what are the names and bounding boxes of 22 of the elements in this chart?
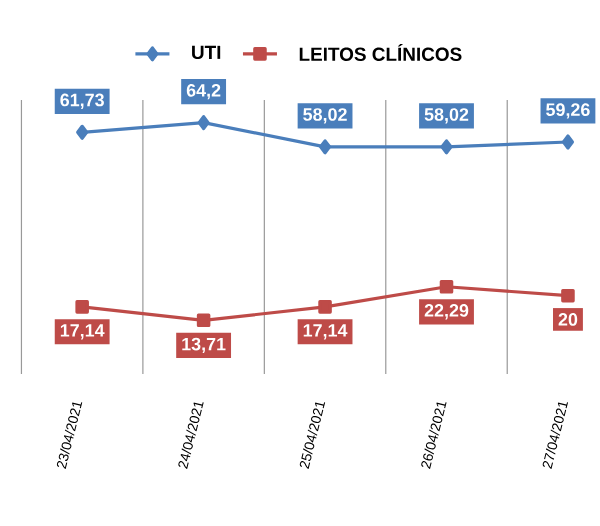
data-label: 61,73 bbox=[60, 93, 104, 109]
data-label: 64,2 bbox=[186, 83, 221, 100]
data-label: 58,02 bbox=[424, 108, 469, 124]
data-label: 58,02 bbox=[303, 108, 347, 124]
data-label: 22,29 bbox=[424, 304, 469, 320]
legend-label: UTI bbox=[192, 45, 221, 60]
point bbox=[196, 313, 211, 328]
point bbox=[561, 134, 575, 150]
point bbox=[75, 300, 89, 314]
data-label: 13,71 bbox=[182, 337, 226, 353]
point bbox=[318, 300, 332, 314]
point bbox=[76, 124, 89, 140]
point bbox=[197, 115, 210, 131]
point bbox=[440, 139, 453, 155]
data-label: 17,14 bbox=[303, 324, 348, 340]
legend-label: LEITOS CLÍNICOS bbox=[299, 43, 462, 61]
data-label: 59,26 bbox=[546, 103, 590, 119]
data-label: 17,14 bbox=[60, 324, 105, 340]
point bbox=[318, 139, 332, 155]
point bbox=[439, 279, 454, 294]
point bbox=[561, 288, 575, 303]
data-label: 20 bbox=[558, 313, 578, 326]
